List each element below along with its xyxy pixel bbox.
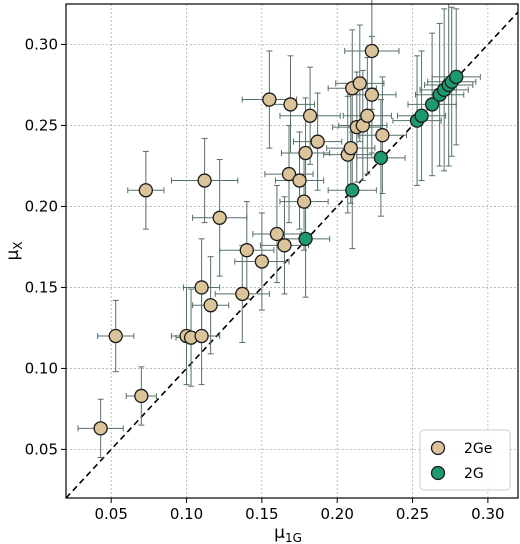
x-tick-label: 0.15 — [245, 505, 278, 523]
y-axis-label-subscript: X — [11, 241, 25, 249]
data-points — [93, 43, 464, 436]
x-axis-label: μ1G — [274, 523, 302, 544]
x-tick-label: 0.25 — [396, 505, 429, 523]
data-point-2ge — [292, 173, 307, 188]
data-point-2ge — [310, 134, 325, 149]
data-point-2ge — [302, 108, 318, 123]
data-point-2ge — [197, 173, 212, 188]
data-point-2g — [449, 69, 464, 85]
data-point-2ge — [194, 328, 209, 344]
data-point-2ge — [262, 92, 277, 107]
data-point-2ge — [134, 388, 149, 404]
data-point-2g — [424, 97, 440, 112]
legend-label: 2Ge — [464, 441, 492, 457]
y-tick-label: 0.30 — [25, 35, 58, 53]
axis-ticks: 0.05 0.10 0.15 0.20 0.25 0.30 0.05 0.10 0.15 0.20… — [25, 35, 505, 523]
data-point-2ge — [254, 254, 270, 269]
data-point-2g — [414, 108, 429, 123]
data-point-2ge — [212, 210, 227, 225]
y-tick-label: 0.05 — [25, 440, 58, 458]
axis-labels: μ1G μX — [3, 241, 302, 544]
data-point-2ge — [360, 108, 375, 123]
data-point-2g — [373, 150, 389, 166]
data-point-2ge — [269, 226, 285, 242]
y-axis-label: μX — [3, 241, 25, 260]
x-tick-label: 0.30 — [471, 505, 504, 523]
data-point-2ge — [203, 298, 218, 313]
data-point-2ge — [277, 238, 292, 253]
data-point-2ge — [194, 280, 209, 295]
y-tick-label: 0.25 — [25, 116, 58, 134]
data-point-2ge — [298, 145, 313, 161]
x-tick-label: 0.10 — [170, 505, 203, 523]
y-tick-label: 0.10 — [25, 359, 58, 377]
legend-marker — [430, 465, 446, 481]
data-point-2g — [298, 231, 313, 247]
data-point-2ge — [352, 76, 367, 91]
data-point-2ge — [296, 194, 312, 209]
legend-label: 2G — [464, 466, 484, 482]
data-point-2g — [345, 183, 360, 198]
data-point-2ge — [281, 166, 297, 182]
data-point-2ge — [93, 421, 108, 436]
data-point-2ge — [138, 183, 154, 198]
y-tick-label: 0.20 — [25, 197, 58, 215]
plot-frame — [65, 3, 519, 499]
data-point-2ge — [283, 97, 298, 112]
data-point-2ge — [239, 243, 254, 258]
legend-marker — [430, 440, 446, 456]
data-point-2ge — [364, 87, 380, 102]
data-point-2ge — [375, 128, 390, 143]
data-point-2ge — [108, 328, 123, 344]
y-tick-label: 0.15 — [25, 278, 58, 296]
data-point-2ge — [235, 286, 250, 302]
x-tick-label: 0.05 — [94, 505, 127, 523]
data-point-2ge — [364, 43, 380, 59]
x-tick-label: 0.20 — [320, 505, 353, 523]
data-point-2ge — [343, 141, 358, 156]
legend: 2Ge 2G — [419, 429, 511, 491]
x-axis-label-subscript: 1G — [285, 531, 302, 544]
